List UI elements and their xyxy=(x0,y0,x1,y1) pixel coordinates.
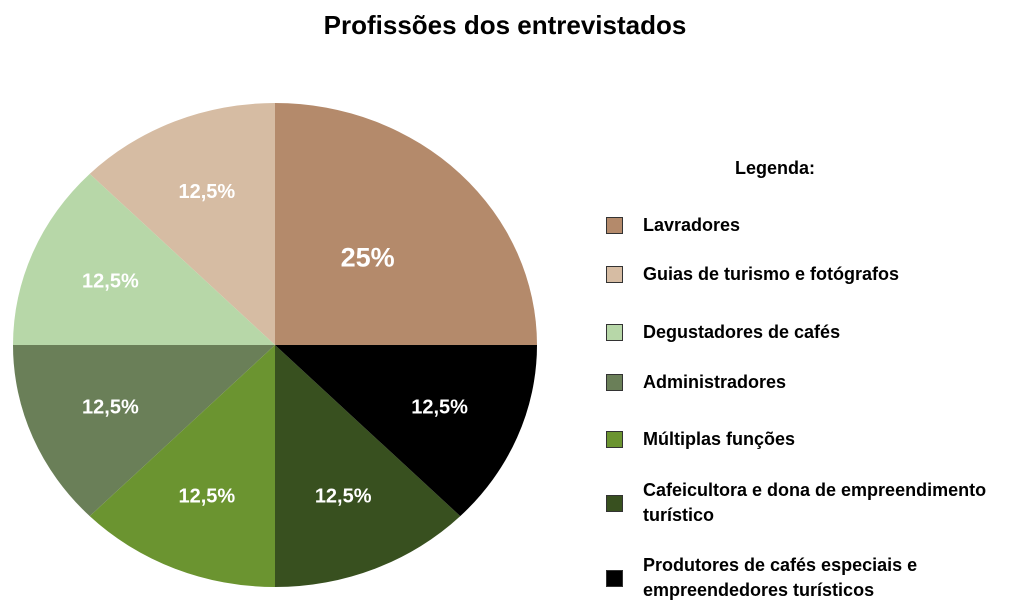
data-label: 12,5% xyxy=(315,485,372,507)
chart-title: Profissões dos entrevistados xyxy=(324,10,687,40)
legend-item: Degustadores de cafés xyxy=(606,320,1006,345)
pie-slice xyxy=(13,345,275,517)
legend-item: Cafeicultora e dona de empreendimento tu… xyxy=(606,478,1006,528)
legend-swatch xyxy=(606,494,623,512)
data-label: 12,5% xyxy=(178,181,235,203)
legend-label: Múltiplas funções xyxy=(643,429,796,449)
legend-label: Degustadores de cafés xyxy=(643,322,841,342)
legend-item: Administradores xyxy=(606,370,1006,395)
pie-slice xyxy=(275,345,537,517)
data-label: 12,5% xyxy=(82,270,139,292)
legend-item: Produtores de cafés especiais e empreend… xyxy=(606,553,1006,603)
pie-slice xyxy=(275,103,537,345)
pie-slice xyxy=(89,345,275,587)
legend-item: Lavradores xyxy=(606,213,1006,238)
pie-slice xyxy=(275,345,461,587)
legend-label: Produtores de cafés especiais e empreend… xyxy=(643,555,918,600)
legend-swatch xyxy=(606,217,623,234)
legend-swatch xyxy=(606,374,623,391)
legend-label: Guias de turismo e fotógrafos xyxy=(643,264,900,284)
legend-swatch xyxy=(606,569,623,587)
legend-swatch xyxy=(606,266,623,283)
legend-title: Legenda: xyxy=(735,158,816,178)
data-label: 25% xyxy=(341,243,395,273)
data-label: 12,5% xyxy=(82,396,139,418)
legend-label: Cafeicultora e dona de empreendimento tu… xyxy=(643,480,987,525)
data-label: 12,5% xyxy=(178,485,235,507)
legend-item: Múltiplas funções xyxy=(606,427,1006,452)
pie-slice xyxy=(89,103,275,345)
data-label: 12,5% xyxy=(411,396,468,418)
legend-label: Lavradores xyxy=(643,215,741,235)
legend-label: Administradores xyxy=(643,372,787,392)
legend-swatch xyxy=(606,324,623,341)
legend-item: Guias de turismo e fotógrafos xyxy=(606,262,1006,287)
legend-swatch xyxy=(606,431,623,448)
pie-slice xyxy=(13,173,275,345)
